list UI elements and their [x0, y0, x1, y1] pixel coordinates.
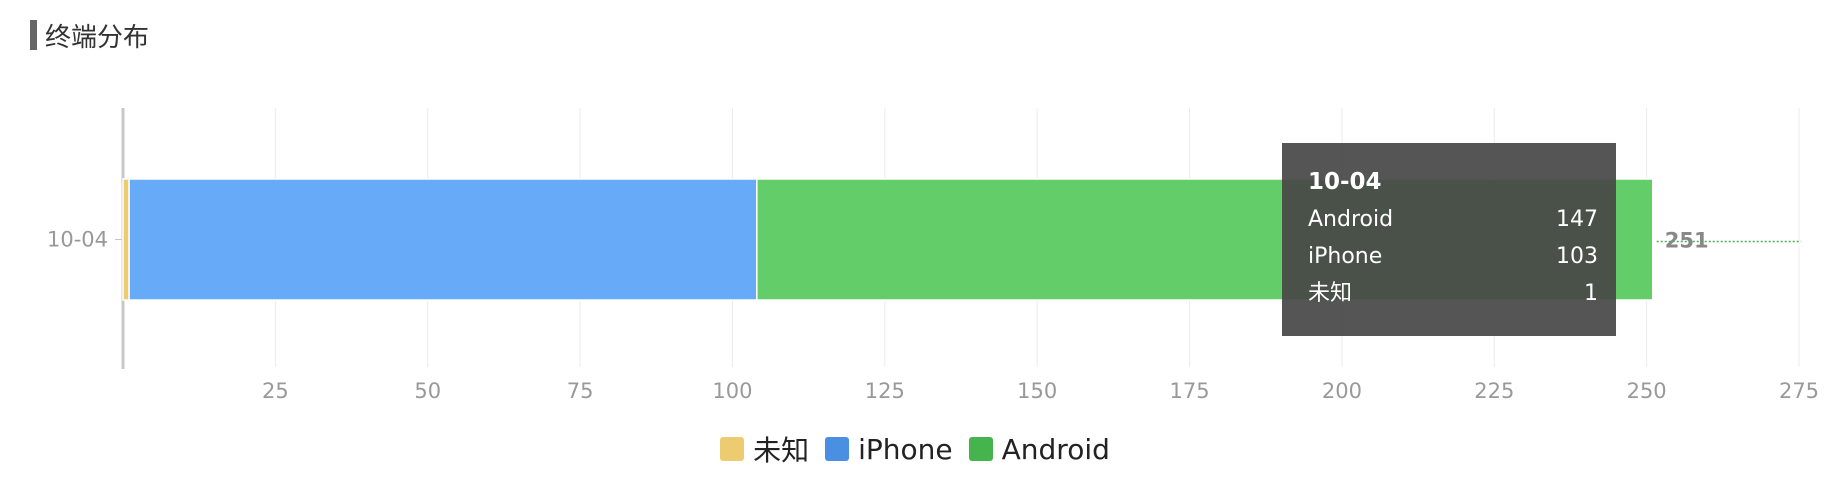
title-accent-bar: [30, 20, 37, 50]
total-value-label: 251: [1665, 229, 1709, 253]
x-tick-label: 125: [865, 379, 905, 403]
legend-label: 未知: [753, 434, 810, 467]
legend-swatch: [825, 437, 850, 461]
legend-label: iPhone: [858, 432, 953, 466]
chart-tooltip: 10-04 Android 147 iPhone 103 未知 1: [1282, 143, 1616, 336]
legend-item-iphone[interactable]: iPhone: [825, 433, 953, 466]
x-tick-label: 150: [1017, 379, 1057, 403]
chart-legend: 未知 iPhone Android: [0, 428, 1830, 470]
x-tick-label: 75: [567, 379, 594, 403]
tooltip-row-value: 147: [1556, 207, 1598, 232]
tooltip-row-label: 未知: [1308, 281, 1353, 306]
data-labels: 251: [1656, 229, 1801, 253]
bar-segment-未知: [122, 178, 130, 301]
chart-title-block: 终端分布: [30, 18, 150, 53]
legend-swatch: [720, 437, 745, 461]
legend-item-unknown[interactable]: 未知: [720, 429, 809, 469]
tooltip-title: 10-04: [1308, 169, 1382, 195]
tooltip-row-label: Android: [1308, 207, 1394, 232]
x-tick-label: 225: [1474, 379, 1514, 403]
legend-swatch: [968, 437, 993, 461]
x-tick-label: 250: [1627, 379, 1667, 403]
chart-title: 终端分布: [45, 22, 150, 53]
x-tick-label: 200: [1322, 379, 1362, 403]
axes: 25 50 75 100 125 150 175 200 225 250 275 10-04: [47, 108, 1819, 403]
y-category-label: 10-04: [47, 228, 108, 252]
tooltip-row-iphone: iPhone 103: [1308, 244, 1598, 281]
legend-label: Android: [1001, 432, 1110, 466]
x-tick-label: 175: [1169, 379, 1209, 403]
x-tick-label: 275: [1779, 379, 1819, 403]
x-tick-label: 25: [262, 379, 289, 403]
x-tick-label: 50: [414, 379, 441, 403]
legend-item-android[interactable]: Android: [968, 432, 1110, 466]
tooltip-row-label: iPhone: [1308, 244, 1383, 269]
tooltip-row-android: Android 147: [1308, 207, 1598, 244]
x-tick-label: 100: [712, 379, 752, 403]
tooltip-row-value: 1: [1584, 281, 1598, 306]
bar-segment-iPhone: [128, 178, 758, 301]
tooltip-row-unknown: 未知 1: [1308, 281, 1598, 318]
tooltip-row-value: 103: [1556, 244, 1598, 269]
